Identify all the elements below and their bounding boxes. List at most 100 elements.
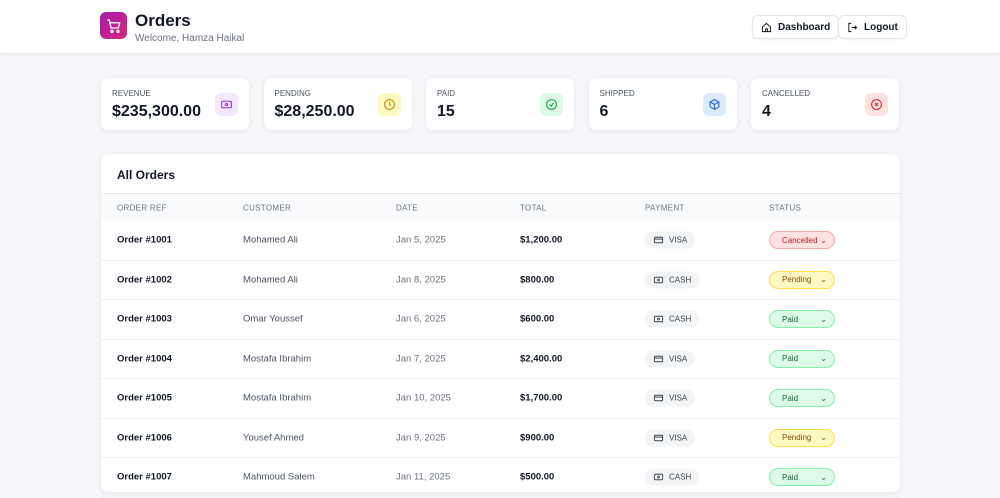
payment-method: CASH xyxy=(669,314,692,324)
logout-label: Logout xyxy=(864,21,898,33)
credit-card-icon xyxy=(653,237,664,244)
table-row: Order #1005 Mostafa Ibrahim Jan 10, 2025… xyxy=(101,379,900,419)
money-icon xyxy=(215,93,238,116)
status-select[interactable]: Paid ⌄ xyxy=(769,468,835,487)
table-row: Order #1001 Mohamed Ali Jan 5, 2025 $1,2… xyxy=(101,221,900,261)
payment-badge: VISA xyxy=(645,429,696,447)
date: Jan 6, 2025 xyxy=(396,313,446,325)
payment-badge: VISA xyxy=(645,389,696,407)
stat-card-cancelled: CANCELLED 4 xyxy=(750,77,900,131)
chevron-down-icon: ⌄ xyxy=(820,314,827,324)
table-row: Order #1002 Mohamed Ali Jan 8, 2025 $800… xyxy=(101,261,900,300)
date: Jan 10, 2025 xyxy=(396,392,451,404)
cart-icon xyxy=(100,12,127,39)
stat-value: $28,250.00 xyxy=(274,103,355,120)
customer: Mohamed Ali xyxy=(243,234,298,246)
stat-label: SHIPPED xyxy=(599,89,635,98)
customer: Yousef Ahmed xyxy=(243,432,304,444)
order-ref[interactable]: Order #1007 xyxy=(117,471,172,483)
column-header: TOTAL xyxy=(520,203,547,212)
payment-method: VISA xyxy=(669,393,688,403)
stat-value: $235,300.00 xyxy=(112,103,201,120)
column-header: DATE xyxy=(396,203,418,212)
date: Jan 9, 2025 xyxy=(396,432,446,444)
order-ref[interactable]: Order #1003 xyxy=(117,313,172,325)
status-select[interactable]: Paid ⌄ xyxy=(769,310,835,329)
order-ref[interactable]: Order #1006 xyxy=(117,432,172,444)
column-header: STATUS xyxy=(769,203,802,212)
order-ref[interactable]: Order #1005 xyxy=(117,392,172,404)
chevron-down-icon: ⌄ xyxy=(820,433,827,443)
chevron-down-icon: ⌄ xyxy=(820,354,827,364)
stat-value: 6 xyxy=(599,103,609,120)
date: Jan 7, 2025 xyxy=(396,353,446,365)
chevron-down-icon: ⌄ xyxy=(820,235,827,245)
credit-card-icon xyxy=(653,395,664,402)
status-value: Paid xyxy=(782,393,799,403)
welcome-text: Welcome, Hamza Haikal xyxy=(135,33,245,44)
date: Jan 8, 2025 xyxy=(396,274,446,286)
column-header: PAYMENT xyxy=(645,203,685,212)
order-ref[interactable]: Order #1002 xyxy=(117,274,172,286)
check-circle-icon xyxy=(540,93,563,116)
customer: Omar Youssef xyxy=(243,313,303,325)
table-row: Order #1006 Yousef Ahmed Jan 9, 2025 $90… xyxy=(101,419,900,458)
status-value: Pending xyxy=(782,275,812,285)
logout-button[interactable]: Logout xyxy=(838,15,907,39)
stat-label: PAID xyxy=(437,89,456,98)
table-row: Order #1004 Mostafa Ibrahim Jan 7, 2025 … xyxy=(101,340,900,379)
dashboard-label: Dashboard xyxy=(778,21,831,33)
x-circle-icon xyxy=(865,93,888,116)
payment-badge: CASH xyxy=(645,271,700,289)
payment-method: VISA xyxy=(669,433,688,443)
payment-badge: VISA xyxy=(645,350,696,368)
stat-value: 15 xyxy=(437,103,455,120)
customer: Mohamed Ali xyxy=(243,274,298,286)
home-icon xyxy=(761,22,772,32)
customer: Mahmoud Salem xyxy=(243,471,315,483)
cash-icon xyxy=(653,474,664,481)
status-value: Pending xyxy=(782,433,812,443)
status-value: Cancelled xyxy=(782,235,818,245)
customer: Mostafa Ibrahim xyxy=(243,392,312,404)
chevron-down-icon: ⌄ xyxy=(820,275,827,285)
status-select[interactable]: Paid ⌄ xyxy=(769,389,835,408)
status-select[interactable]: Pending ⌄ xyxy=(769,270,835,289)
status-value: Paid xyxy=(782,472,799,482)
chevron-down-icon: ⌄ xyxy=(820,393,827,403)
clock-icon xyxy=(377,93,401,116)
status-select[interactable]: Pending ⌄ xyxy=(769,428,835,447)
payment-badge: CASH xyxy=(645,310,700,328)
stat-card-paid: PAID 15 xyxy=(425,77,575,131)
payment-method: CASH xyxy=(669,275,692,285)
date: Jan 5, 2025 xyxy=(396,234,446,246)
chevron-down-icon: ⌄ xyxy=(820,472,827,482)
dashboard-button[interactable]: Dashboard xyxy=(752,15,840,39)
table-row: Order #1007 Mahmoud Salem Jan 11, 2025 $… xyxy=(101,458,900,498)
status-select[interactable]: Cancelled ⌄ xyxy=(769,231,835,250)
box-icon xyxy=(702,93,726,116)
stat-value: 4 xyxy=(762,103,771,120)
stat-card-shipped: SHIPPED 6 xyxy=(587,77,738,131)
stat-card-revenue: REVENUE $235,300.00 xyxy=(100,77,250,131)
total: $900.00 xyxy=(520,432,555,444)
stat-card-pending: PENDING $28,250.00 xyxy=(262,77,413,131)
column-header: ORDER REF xyxy=(117,203,167,212)
column-header: CUSTOMER xyxy=(243,203,292,212)
table-row: Order #1003 Omar Youssef Jan 6, 2025 $60… xyxy=(101,300,900,340)
total: $800.00 xyxy=(520,274,555,286)
status-select[interactable]: Paid ⌄ xyxy=(769,349,835,368)
date: Jan 11, 2025 xyxy=(396,471,451,483)
order-ref[interactable]: Order #1004 xyxy=(117,353,172,365)
stat-label: PENDING xyxy=(274,89,311,98)
order-ref[interactable]: Order #1001 xyxy=(117,234,172,246)
payment-method: VISA xyxy=(669,354,688,364)
customer: Mostafa Ibrahim xyxy=(243,353,312,365)
logout-icon xyxy=(848,22,858,32)
orders-table: All Orders ORDER REF CUSTOMER DATE TOTAL… xyxy=(100,153,901,498)
credit-card-icon xyxy=(653,355,664,362)
payment-method: CASH xyxy=(669,472,692,482)
payment-badge: VISA xyxy=(645,231,696,249)
payment-method: VISA xyxy=(669,235,688,245)
page-title: Orders xyxy=(135,11,191,30)
